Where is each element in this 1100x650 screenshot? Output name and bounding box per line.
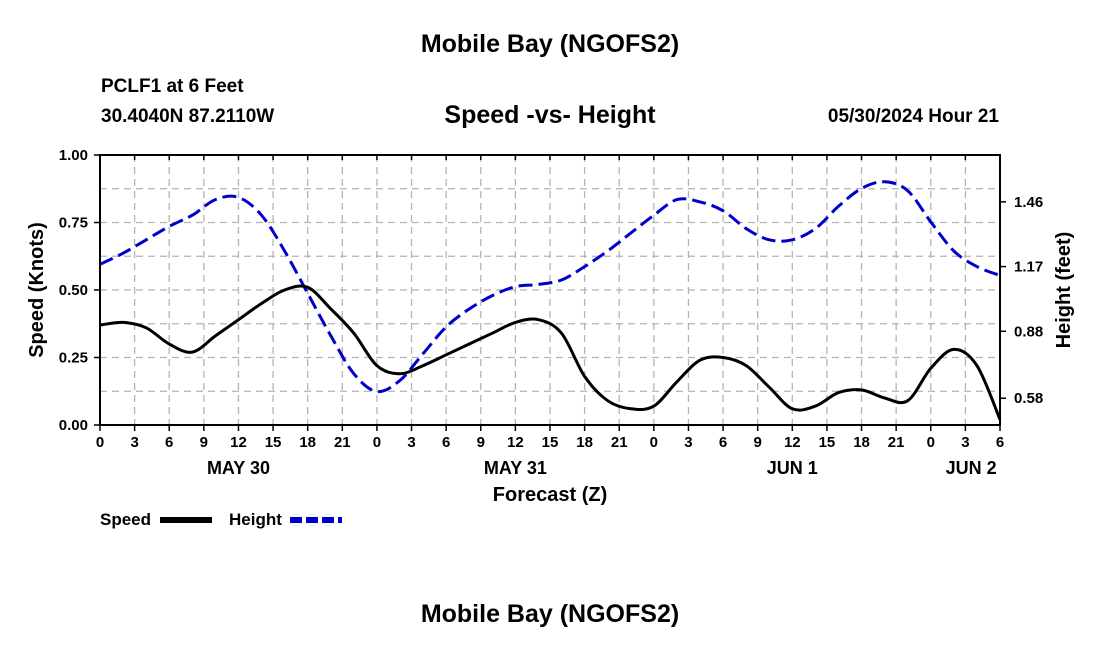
series-layer <box>99 180 1002 421</box>
footer-title: Mobile Bay (NGOFS2) <box>420 600 680 628</box>
x-tick-label: 21 <box>888 434 905 451</box>
y-tick-label: 0.00 <box>59 417 88 434</box>
coordinates-label: 30.4040N 87.2110W <box>101 106 275 127</box>
axes: 0 3 6 9 12 15 18 21 0 3 6 9 12 15 18 21 0 3 6 9 12 15 18 21 0 3 6 0… <box>59 147 1043 478</box>
y-tick-label: 1.00 <box>59 147 88 164</box>
x-tick-label: 9 <box>200 434 208 451</box>
x-tick-label: 12 <box>507 434 524 451</box>
series-line-height <box>99 180 1001 394</box>
x-tick-label: 15 <box>819 434 836 451</box>
x-tick-label: 3 <box>684 434 692 451</box>
x-tick-label: 15 <box>542 434 559 451</box>
x-tick-label: 18 <box>576 434 593 451</box>
y2-tick-label: 1.17 <box>1014 259 1043 276</box>
y2-axis-label: Height (feet) <box>1053 232 1075 349</box>
x-axis-label: Forecast (Z) <box>493 484 607 506</box>
x-tick-label: 3 <box>407 434 415 451</box>
x-tick-label: 6 <box>442 434 450 451</box>
forecast-datetime: 05/30/2024 Hour 21 <box>827 106 999 127</box>
x-tick-label: 12 <box>230 434 247 451</box>
y-tick-label: 0.50 <box>59 282 88 299</box>
x-tick-label: 0 <box>96 434 104 451</box>
x-tick-label: 0 <box>927 434 935 451</box>
station-label: PCLF1 at 6 Feet <box>101 76 244 97</box>
x-tick-label: 21 <box>611 434 628 451</box>
date-label: MAY 31 <box>484 458 547 478</box>
x-tick-label: 15 <box>265 434 282 451</box>
y-axis-label: Speed (Knots) <box>26 222 48 358</box>
date-label: JUN 1 <box>767 458 818 478</box>
legend: Speed Height <box>100 510 342 529</box>
legend-label-speed: Speed <box>100 510 151 529</box>
x-tick-label: 3 <box>130 434 138 451</box>
date-label: MAY 30 <box>207 458 270 478</box>
x-tick-label: 18 <box>853 434 870 451</box>
series-line-speed <box>99 284 1002 421</box>
x-tick-label: 9 <box>754 434 762 451</box>
chart-subtitle: Speed -vs- Height <box>444 101 656 129</box>
y-tick-label: 0.25 <box>59 350 88 367</box>
y2-tick-label: 0.88 <box>1014 323 1043 340</box>
legend-label-height: Height <box>229 510 282 529</box>
chart-title: Mobile Bay (NGOFS2) <box>420 30 680 58</box>
speed-height-chart: 0 3 6 9 12 15 18 21 0 3 6 9 12 15 18 21 0 3 6 9 12 15 18 21 0 3 6 0… <box>26 147 1075 529</box>
y-tick-label: 0.75 <box>59 215 88 232</box>
x-tick-label: 6 <box>996 434 1004 451</box>
x-tick-label: 6 <box>165 434 173 451</box>
date-label: JUN 2 <box>946 458 997 478</box>
x-tick-label: 18 <box>299 434 316 451</box>
x-tick-label: 12 <box>784 434 801 451</box>
y2-tick-label: 0.58 <box>1014 390 1043 407</box>
x-tick-label: 0 <box>650 434 658 451</box>
x-tick-label: 21 <box>334 434 351 451</box>
x-tick-label: 9 <box>477 434 485 451</box>
x-tick-label: 0 <box>373 434 381 451</box>
x-tick-label: 6 <box>719 434 727 451</box>
x-tick-label: 3 <box>961 434 969 451</box>
y2-tick-label: 1.46 <box>1014 194 1043 211</box>
